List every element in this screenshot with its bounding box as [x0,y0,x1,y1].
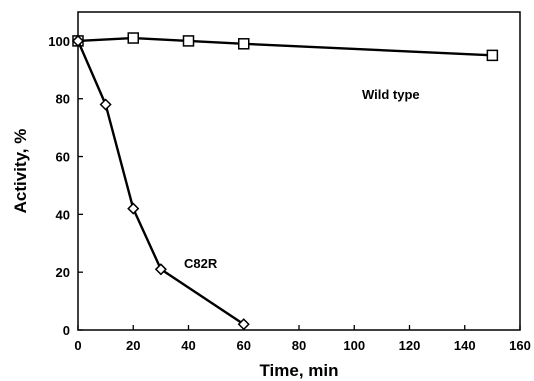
x-tick-label-0: 0 [74,338,81,353]
data-point-c82r-0 [71,34,85,47]
x-tick-label-80: 80 [292,338,306,353]
series-line-wild-type [77,36,493,57]
data-point-c82r-4 [237,318,250,331]
x-axis-label: Time, min [259,361,338,380]
y-tick-label-100: 100 [48,34,70,49]
series-label-wild-type: Wild type [362,87,420,102]
axis-ticks: 0 20 40 60 80 100 120 140 160 0 20 40 60 80 100 [48,34,531,353]
series-layer: Wild type C82R [71,32,499,331]
x-tick-label-160: 160 [509,338,531,353]
x-tick-label-100: 100 [343,338,365,353]
data-point-wild-type-2 [182,35,195,47]
y-tick-label-20: 20 [56,265,70,280]
data-point-c82r-3 [154,263,167,276]
data-point-wild-type-4 [486,49,499,62]
series-label-c82r: C82R [184,256,218,271]
x-tick-label-120: 120 [399,338,421,353]
x-tick-label-60: 60 [237,338,251,353]
y-axis-label: Activity, % [11,129,30,214]
data-point-wild-type-1 [127,32,139,44]
data-point-wild-type-3 [238,38,250,50]
y-tick-label-60: 60 [56,150,70,165]
x-tick-label-40: 40 [181,338,195,353]
y-tick-label-80: 80 [56,92,70,107]
y-tick-label-40: 40 [56,207,70,222]
data-point-c82r-1 [99,98,112,111]
plot-frame [77,11,521,331]
y-tick-label-0: 0 [63,323,70,338]
data-point-c82r-2 [127,202,140,215]
x-tick-label-20: 20 [126,338,140,353]
series-line-c82r [76,40,245,326]
x-tick-label-140: 140 [454,338,476,353]
